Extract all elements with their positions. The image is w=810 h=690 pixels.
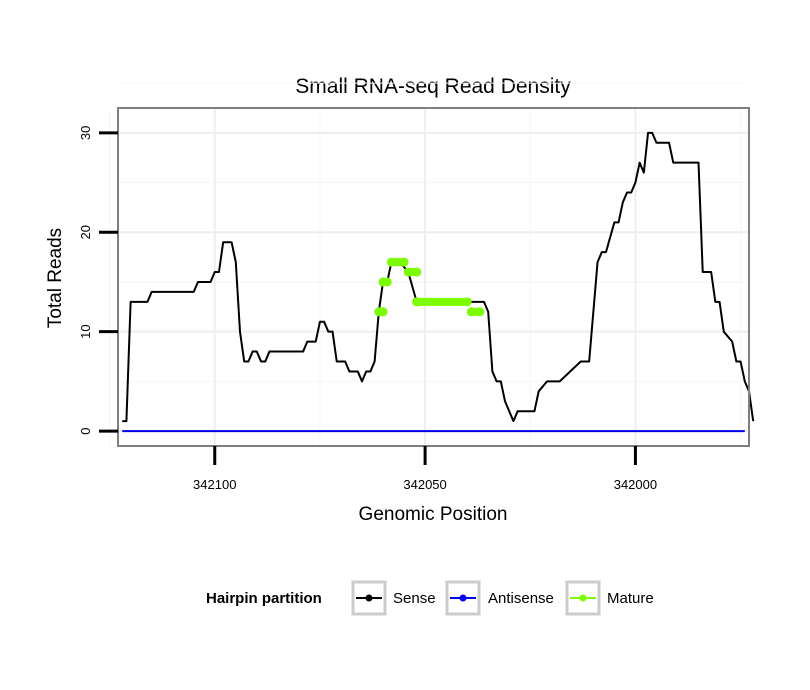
y-tick-label: 0 — [78, 427, 93, 434]
data-point-mature — [386, 257, 396, 267]
legend-title: Hairpin partition — [206, 590, 322, 607]
panel-border — [117, 107, 750, 447]
data-point-mature — [462, 297, 472, 307]
legend-label: Sense — [393, 590, 436, 607]
plot-area — [109, 82, 755, 447]
data-point-mature — [378, 307, 388, 317]
legend-item-mature: Mature — [565, 580, 654, 616]
legend-label: Antisense — [488, 590, 554, 607]
y-axis-label: Total Reads — [45, 228, 66, 328]
x-tick-label: 342050 — [403, 477, 446, 492]
data-point-mature — [475, 307, 485, 317]
legend-item-antisense: Antisense — [445, 580, 554, 616]
y-tick-label: 20 — [78, 225, 93, 239]
x-axis: 342100 342050 342000 — [193, 446, 657, 492]
legend-key-point — [365, 594, 373, 602]
data-point-mature — [466, 307, 476, 317]
data-point-mature — [399, 257, 409, 267]
data-point-mature — [382, 277, 392, 287]
data-point-mature — [412, 297, 422, 307]
data-point-mature — [403, 267, 413, 277]
x-tick-label: 342100 — [193, 477, 236, 492]
data-point-mature — [412, 267, 422, 277]
legend-key-point — [459, 594, 467, 602]
legend-item-sense: Sense — [351, 580, 436, 616]
y-axis: 0 10 20 30 — [78, 126, 118, 435]
x-tick-label: 342000 — [614, 477, 657, 492]
x-axis-label: Genomic Position — [359, 504, 508, 525]
legend-label: Mature — [607, 590, 654, 607]
legend: Hairpin partition Sense Antisense Mature — [206, 580, 654, 616]
y-tick-label: 10 — [78, 324, 93, 338]
legend-entries: Sense Antisense Mature — [351, 580, 654, 616]
y-tick-label: 30 — [78, 126, 93, 140]
series-layer — [122, 131, 755, 433]
chart-title: Small RNA-seq Read Density — [295, 75, 571, 98]
legend-key-point — [579, 594, 587, 602]
